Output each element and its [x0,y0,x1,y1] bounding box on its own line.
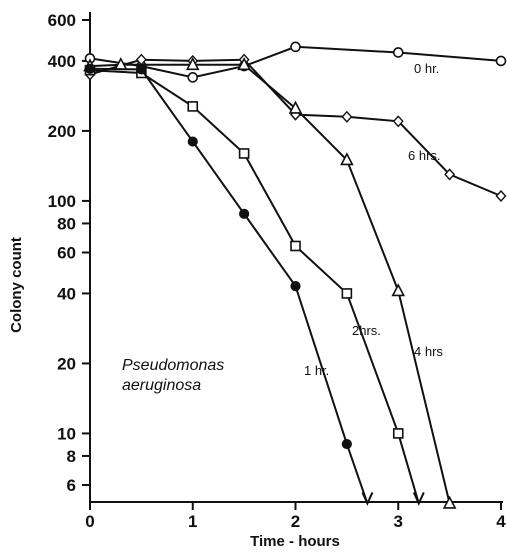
data-point [392,47,404,58]
annotation-line-1: Pseudomonas [122,357,224,374]
series-line [89,63,451,504]
x-tick-label: 2 [291,512,300,531]
data-point [187,136,198,147]
x-tick-label: 4 [496,512,506,531]
y-tick-label: 600 [48,11,76,30]
series-label-4-hrs: 4 hrs [414,344,443,359]
data-point [495,55,507,67]
data-point [238,148,250,159]
y-tick-label: 80 [57,214,76,233]
data-point [290,240,301,252]
y-tick-label: 20 [57,354,76,373]
series-label-2-hrs: 2hrs. [352,323,381,338]
y-tick-label: 100 [48,192,76,211]
y-tick-label: 60 [57,244,76,263]
y-tick-label: 40 [57,284,76,303]
series-label-1-hr: 1 hr. [304,363,329,378]
y-tick-label: 200 [48,122,76,141]
series-layer [83,41,507,509]
y-tick-label: 400 [48,52,76,71]
y-tick-label: 10 [57,424,76,443]
data-point [239,208,250,219]
data-point [444,168,456,181]
data-point [442,495,457,509]
x-axis-title: Time - hours [250,533,340,550]
labels-layer: 0 hr. 6 hrs. 4 hrs 2hrs. 1 hr. Pseudomon… [122,61,443,394]
data-point [136,64,147,75]
series-0 [84,41,507,83]
series-arrow-line [397,433,420,504]
arrowhead [412,491,425,506]
data-point [84,63,96,74]
series-label-0-hr: 0 hr. [414,61,439,76]
x-tick-label: 0 [85,512,94,531]
y-axis-title: Colony count [8,237,25,333]
series-label-6-hrs: 6 hrs. [408,148,441,163]
data-point [290,41,301,53]
data-point [185,57,200,71]
arrowhead [361,491,374,506]
data-point [237,57,251,71]
data-point [495,189,507,203]
data-point [340,152,354,166]
y-tick-label: 6 [67,476,76,495]
data-point [392,115,404,128]
data-point [187,101,199,112]
y-tick-label: 8 [67,447,76,466]
data-point [341,288,353,299]
axes: 6 8 10 20 40 60 80 100 200 400 600 0 1 2 3 4 [48,11,507,531]
data-point [187,72,199,83]
data-point [392,428,404,439]
data-point [288,100,303,114]
series-4 [84,63,374,506]
data-point [290,281,301,292]
series-3 [84,64,425,506]
x-tick-label: 1 [188,512,197,531]
data-point [341,438,352,450]
data-point [391,283,406,297]
series-line [89,67,348,445]
x-tick-label: 3 [394,512,403,531]
annotation-line-2: aeruginosa [122,377,201,394]
data-point [341,110,353,123]
